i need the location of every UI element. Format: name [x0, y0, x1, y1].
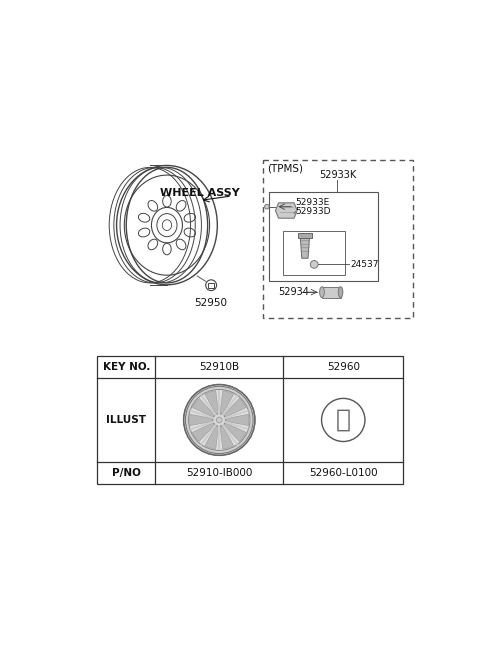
Polygon shape [224, 398, 246, 417]
Ellipse shape [338, 286, 343, 298]
Text: 52934: 52934 [278, 287, 310, 297]
Circle shape [311, 261, 318, 268]
Bar [269, 192, 378, 281]
Polygon shape [226, 415, 249, 426]
Text: 52933D: 52933D [296, 207, 331, 215]
Polygon shape [300, 237, 310, 258]
Bar [298, 233, 312, 238]
Polygon shape [192, 422, 215, 442]
Text: 52933E: 52933E [296, 198, 330, 208]
Polygon shape [276, 203, 297, 218]
Polygon shape [220, 426, 234, 449]
Circle shape [184, 384, 255, 455]
Bar [208, 283, 214, 288]
Polygon shape [205, 391, 218, 415]
Bar [322, 286, 340, 298]
Ellipse shape [320, 286, 324, 298]
Bar [283, 231, 345, 275]
Text: 52950: 52950 [194, 298, 228, 308]
Polygon shape [192, 398, 215, 417]
Circle shape [185, 386, 253, 453]
Polygon shape [205, 426, 218, 449]
Text: 52910-IB000: 52910-IB000 [186, 468, 252, 478]
Text: ILLUST: ILLUST [106, 415, 146, 425]
Polygon shape [190, 415, 213, 426]
Text: 52910B: 52910B [199, 362, 240, 372]
Circle shape [264, 204, 269, 209]
Text: WHEEL ASSY: WHEEL ASSY [160, 188, 240, 198]
Bar [263, 160, 413, 317]
Circle shape [213, 413, 226, 426]
Text: KEY NO.: KEY NO. [103, 362, 150, 372]
Circle shape [216, 417, 222, 423]
Text: 52933K: 52933K [319, 170, 356, 180]
Text: P/NO: P/NO [112, 468, 141, 478]
Circle shape [189, 390, 250, 451]
Polygon shape [224, 422, 246, 442]
Polygon shape [220, 391, 234, 415]
Bar [97, 356, 403, 484]
Text: 24537: 24537 [350, 260, 379, 269]
Text: 52960-L0100: 52960-L0100 [309, 468, 378, 478]
Text: (TPMS): (TPMS) [267, 164, 303, 174]
Text: Ⓗ: Ⓗ [336, 408, 351, 432]
Text: 52960: 52960 [327, 362, 360, 372]
